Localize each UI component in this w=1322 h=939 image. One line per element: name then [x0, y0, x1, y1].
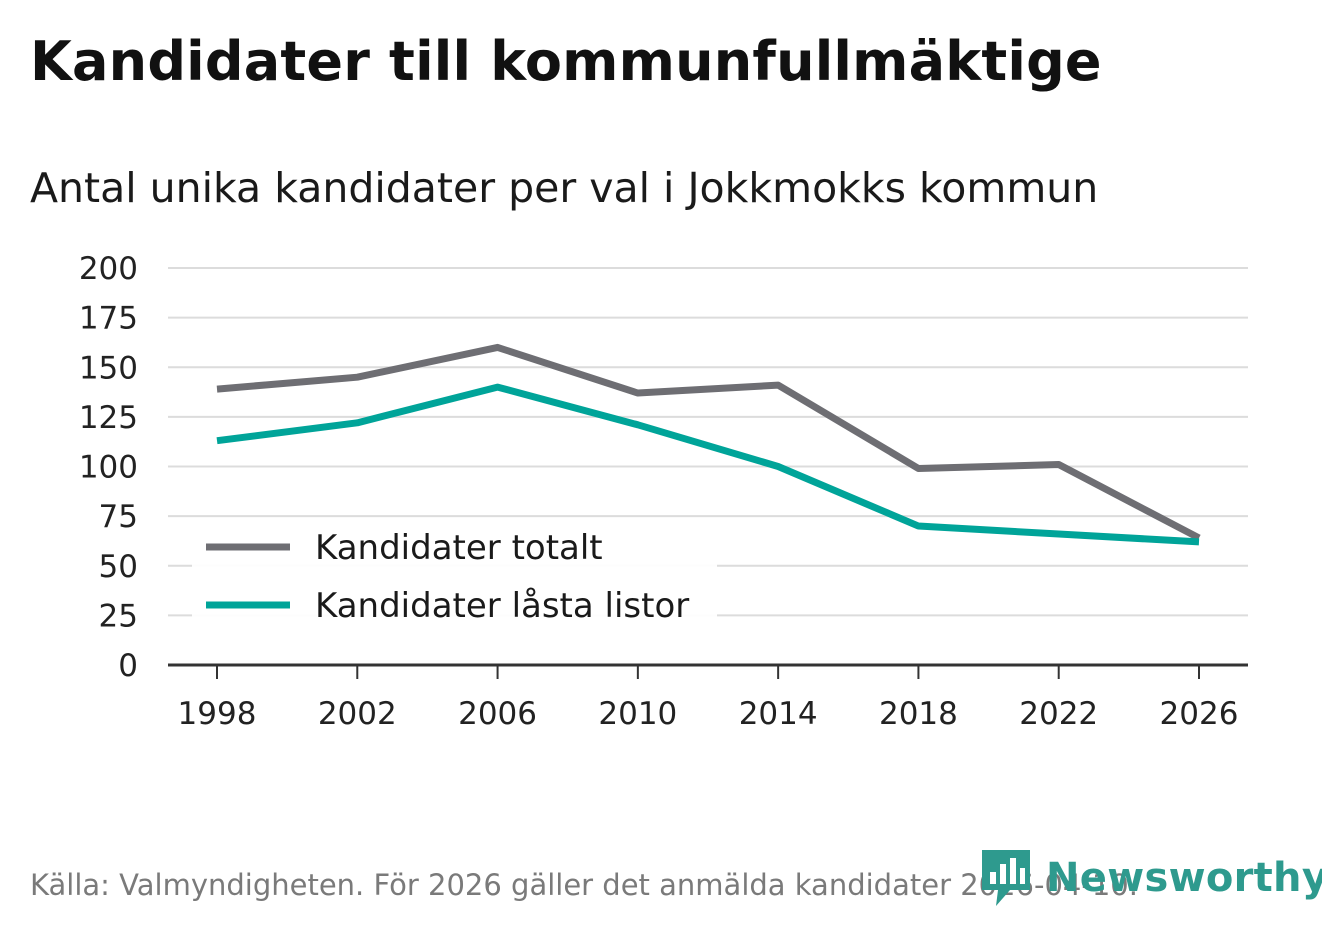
x-tick-label: 2022 — [1019, 696, 1098, 732]
x-tick-label: 2026 — [1160, 696, 1239, 732]
y-tick-label: 150 — [79, 350, 138, 386]
x-tick-label: 2014 — [739, 696, 818, 732]
chart-title: Kandidater till kommunfullmäktige — [30, 30, 1102, 93]
y-tick-label: 125 — [79, 400, 138, 436]
x-tick-label: 2002 — [318, 696, 397, 732]
y-tick-label: 75 — [99, 499, 138, 535]
legend-label: Kandidater låsta listor — [315, 586, 689, 626]
series-line-total — [216, 343, 1201, 542]
legend-label: Kandidater totalt — [315, 528, 603, 568]
x-tick-label: 1998 — [178, 696, 257, 732]
source-note: Källa: Valmyndigheten. För 2026 gäller d… — [30, 868, 1138, 902]
y-tick-label: 200 — [79, 251, 138, 287]
y-tick-label: 175 — [79, 301, 138, 337]
brand-name: Newsworthy — [1046, 855, 1322, 901]
legend-background — [192, 518, 717, 628]
y-tick-label: 0 — [118, 648, 138, 684]
series-line-locked-lists — [216, 383, 1200, 546]
brand-logo[interactable]: Newsworthy — [980, 848, 1322, 908]
x-tick-label: 2010 — [598, 696, 677, 732]
x-tick-label: 2018 — [879, 696, 958, 732]
y-tick-label: 100 — [79, 450, 138, 486]
y-tick-label: 50 — [99, 549, 138, 585]
newsworthy-logo-icon — [982, 850, 1030, 906]
x-tick-label: 2006 — [458, 696, 537, 732]
chart-subtitle: Antal unika kandidater per val i Jokkmok… — [30, 164, 1099, 212]
y-tick-label: 25 — [99, 598, 138, 634]
